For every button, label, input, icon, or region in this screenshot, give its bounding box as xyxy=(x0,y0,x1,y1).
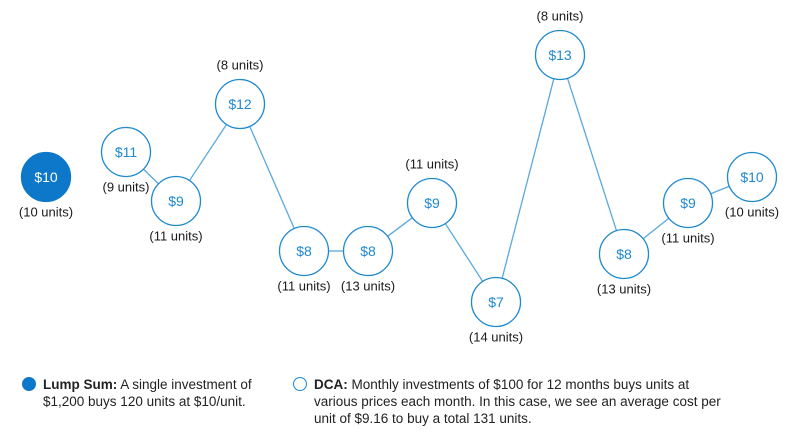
dca-point: $8 (11 units) xyxy=(277,225,331,294)
dca-line-segment xyxy=(249,126,295,229)
legend-dca-description: Monthly investments of $100 for 12 month… xyxy=(314,377,721,426)
lump-sum-point-marker xyxy=(20,151,72,203)
dca-line-segment xyxy=(566,78,618,231)
dca-point-marker xyxy=(534,29,586,81)
dca-point: $8 (13 units) xyxy=(341,225,395,294)
filled-circle-icon xyxy=(22,377,36,391)
dca-point-price-label: $9 xyxy=(424,195,440,211)
dca-point-price-label: $12 xyxy=(228,96,252,112)
dca-point-units-label: (11 units) xyxy=(661,231,714,246)
dca-point-units-label: (9 units) xyxy=(103,180,150,195)
dca-point-units-label: (11 units) xyxy=(405,157,458,172)
legend-lump-sum-title: Lump Sum: xyxy=(43,377,118,392)
dca-point: $11 (9 units) xyxy=(100,126,152,195)
dca-point-marker xyxy=(278,225,330,277)
dca-point: $10 (10 units) xyxy=(725,151,779,220)
dca-point-marker xyxy=(662,177,714,229)
lump-sum-point-units-label: (10 units) xyxy=(19,205,73,220)
dca-line-segment xyxy=(188,124,228,181)
dca-point-marker xyxy=(598,228,650,280)
dca-point-marker xyxy=(342,225,394,277)
dca-point: $9 (11 units) xyxy=(405,157,459,229)
legend-dca-text: DCA: Monthly investments of $100 for 12 … xyxy=(314,376,733,427)
legend-lump-sum-text: Lump Sum: A single investment of $1,200 … xyxy=(43,376,282,410)
dca-point-marker xyxy=(150,175,202,227)
dca-point-price-label: $7 xyxy=(488,294,504,310)
dca-line-segment xyxy=(143,168,159,185)
dca-point: $8 (13 units) xyxy=(597,228,651,297)
legend-lump-sum: Lump Sum: A single investment of $1,200 … xyxy=(22,376,282,410)
dca-point-units-label: (8 units) xyxy=(217,58,264,73)
dca-point: $7 (14 units) xyxy=(469,276,523,345)
dca-point-price-label: $13 xyxy=(548,47,572,63)
dca-point-units-label: (11 units) xyxy=(149,229,202,244)
dca-point-marker xyxy=(214,78,266,130)
lump-sum-point: $10 (10 units) xyxy=(19,151,73,220)
dca-point-price-label: $10 xyxy=(740,169,764,185)
dca-point: $9 (11 units) xyxy=(149,175,203,244)
legend-dca-title: DCA: xyxy=(314,377,348,392)
dca-point: $13 (8 units) xyxy=(534,9,586,81)
dca-point-marker xyxy=(100,126,152,178)
dca-price-chart: $10 (10 units) $11 (9 units) $9 (11 units) $12… xyxy=(19,9,779,345)
dca-point-units-label: (13 units) xyxy=(597,282,651,297)
dca-point-price-label: $9 xyxy=(680,195,696,211)
dca-point-price-label: $8 xyxy=(296,243,312,259)
legend-lump-sum-description: A single investment of $1,200 buys 120 u… xyxy=(43,377,252,409)
dca-point-units-label: (14 units) xyxy=(469,330,523,345)
dca-point-marker xyxy=(406,177,458,229)
dca-point-price-label: $8 xyxy=(360,243,376,259)
dca-point-price-label: $9 xyxy=(168,193,184,209)
dca-point: $12 (8 units) xyxy=(214,58,266,130)
outline-circle-icon xyxy=(293,377,307,391)
dca-line-segment xyxy=(642,217,670,240)
dca-point-marker xyxy=(726,151,778,203)
dca-line-segment xyxy=(710,185,730,195)
lump-sum-point-price-label: $10 xyxy=(34,169,58,185)
dca-point-price-label: $8 xyxy=(616,246,632,262)
dca-point-units-label: (8 units) xyxy=(537,9,584,24)
dca-point-price-label: $11 xyxy=(115,144,138,160)
dca-point-units-label: (10 units) xyxy=(725,205,779,220)
dca-point-units-label: (11 units) xyxy=(277,279,330,294)
dca-line-segment xyxy=(387,217,413,237)
dca-point-units-label: (13 units) xyxy=(341,279,395,294)
dca-line-segment xyxy=(501,78,555,279)
dca-point-marker xyxy=(470,276,522,328)
dca-point: $9 (11 units) xyxy=(661,177,715,246)
dca-line-segment xyxy=(444,223,484,282)
legend-dca: DCA: Monthly investments of $100 for 12 … xyxy=(293,376,733,427)
